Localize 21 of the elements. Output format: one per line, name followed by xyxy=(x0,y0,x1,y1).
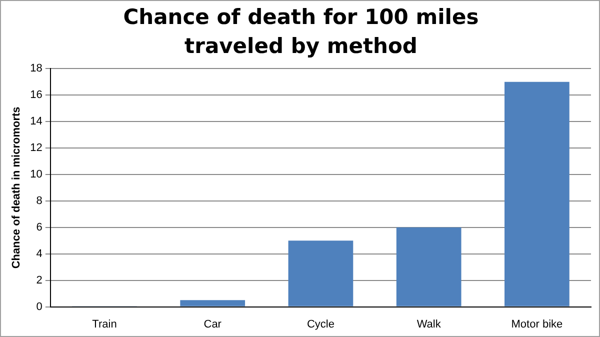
y-tick-label: 4 xyxy=(36,248,42,260)
y-tick-label: 18 xyxy=(30,62,42,75)
y-tick-label: 14 xyxy=(30,116,42,128)
bar xyxy=(288,240,354,306)
y-tick-label: 16 xyxy=(30,89,42,102)
y-tick-label: 8 xyxy=(36,194,42,207)
y-tick-label: 6 xyxy=(36,221,42,234)
bar xyxy=(396,227,462,306)
x-tick-label: Car xyxy=(204,318,222,330)
y-axis-title: Chance of death in micromorts xyxy=(10,106,23,269)
bar xyxy=(504,82,570,306)
y-tick-label: 12 xyxy=(30,142,42,154)
bar xyxy=(180,300,246,306)
y-tick-label: 2 xyxy=(36,274,42,286)
x-tick-label: Walk xyxy=(416,318,442,330)
y-tick-label: 0 xyxy=(36,300,42,313)
x-tick-label: Motor bike xyxy=(511,318,563,330)
x-tick-label: Cycle xyxy=(306,318,334,330)
chart-title: Chance of death for 100 miles traveled by method xyxy=(122,4,480,60)
y-tick-label: 10 xyxy=(30,168,42,180)
x-tick-label: Train xyxy=(92,318,117,330)
